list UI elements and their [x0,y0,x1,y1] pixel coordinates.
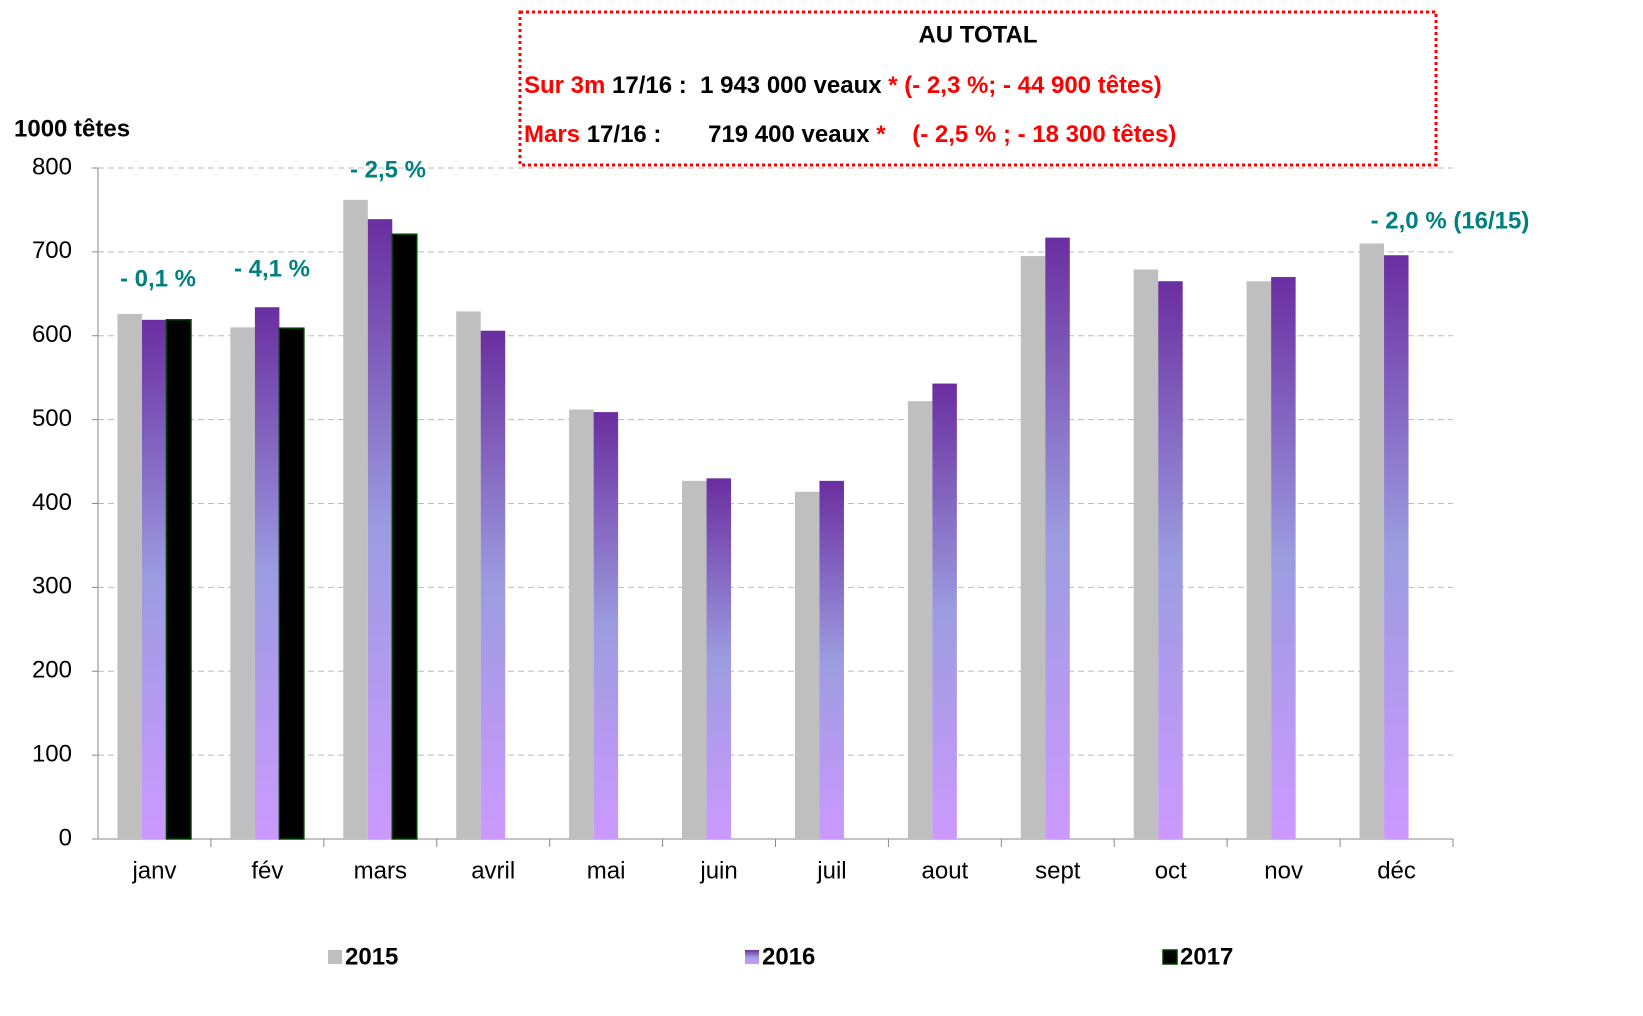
x-tick-label: juin [699,857,737,884]
summary-line: Mars 17/16 : 719 400 veaux * (- 2,5 % ; … [524,121,1176,148]
bar [1359,243,1385,840]
x-tick-label: sept [1035,857,1081,884]
summary-segment: * [888,72,898,99]
bar [1158,281,1183,839]
summary-segment: * [876,121,886,148]
bar [367,219,393,839]
bar [117,313,142,839]
summary-title: AU TOTAL [918,21,1037,48]
annotation: - 0,1 % [120,265,196,292]
legend-label: 2016 [762,943,815,970]
x-tick-label: mars [354,857,407,884]
x-tick-label: janv [131,857,176,884]
x-tick-label: nov [1264,857,1303,884]
y-axis-label: 1000 têtes [14,115,130,142]
annotation: - 2,0 % (16/15) [1371,207,1530,234]
x-tick-label: déc [1377,857,1416,884]
x-tick-label: fév [251,857,283,884]
y-tick-label: 400 [32,489,72,516]
legend-label: 2015 [345,943,398,970]
x-tick-label: oct [1155,857,1187,884]
y-tick-label: 700 [32,237,72,264]
legend-swatch [1162,949,1178,965]
bar [278,327,305,840]
bar [932,383,957,839]
bar [165,319,192,840]
bar [593,412,619,839]
x-tick-label: juil [816,857,846,884]
legend-swatch [745,950,759,964]
y-tick-label: 500 [32,405,72,432]
y-tick-label: 300 [32,573,72,600]
bar [1246,281,1272,839]
bar [480,330,506,839]
x-tick-label: mai [587,857,626,884]
bar [682,480,707,839]
summary-segment: Sur 3m [524,72,605,99]
bar [343,199,368,839]
bar [706,478,732,839]
y-tick-label: 0 [59,824,72,851]
y-tick-label: 200 [32,657,72,684]
bar [1020,256,1046,840]
summary-segment: 17/16 : 1 943 000 veaux [605,72,888,99]
x-tick-label: avril [471,857,515,884]
bar [569,409,594,839]
annotation: - 2,5 % [350,156,426,183]
summary-line: Sur 3m 17/16 : 1 943 000 veaux * (- 2,3 … [524,72,1162,99]
bar [1384,255,1409,840]
summary-box [518,10,1438,167]
bar [254,307,280,839]
bar [456,311,481,839]
y-tick-label: 100 [32,740,72,767]
bar [1133,269,1159,839]
summary-segment: (- 2,3 %; - 44 900 têtes) [898,72,1162,99]
legend-label: 2017 [1180,943,1233,970]
bar [1045,237,1070,839]
bar [907,401,933,839]
bar [819,480,844,839]
bar [230,327,255,839]
bar [141,319,167,840]
bar [391,233,418,840]
summary-segment: Mars [524,121,580,148]
legend-swatch [328,950,342,964]
annotation: - 4,1 % [234,255,310,282]
y-tick-label: 800 [32,153,72,180]
x-tick-label: aout [922,857,969,884]
y-tick-label: 600 [32,321,72,348]
summary-segment: 17/16 : 719 400 veaux [580,121,876,148]
bar [1271,277,1296,840]
summary-segment: (- 2,5 % ; - 18 300 têtes) [886,121,1177,148]
bar [794,491,820,839]
